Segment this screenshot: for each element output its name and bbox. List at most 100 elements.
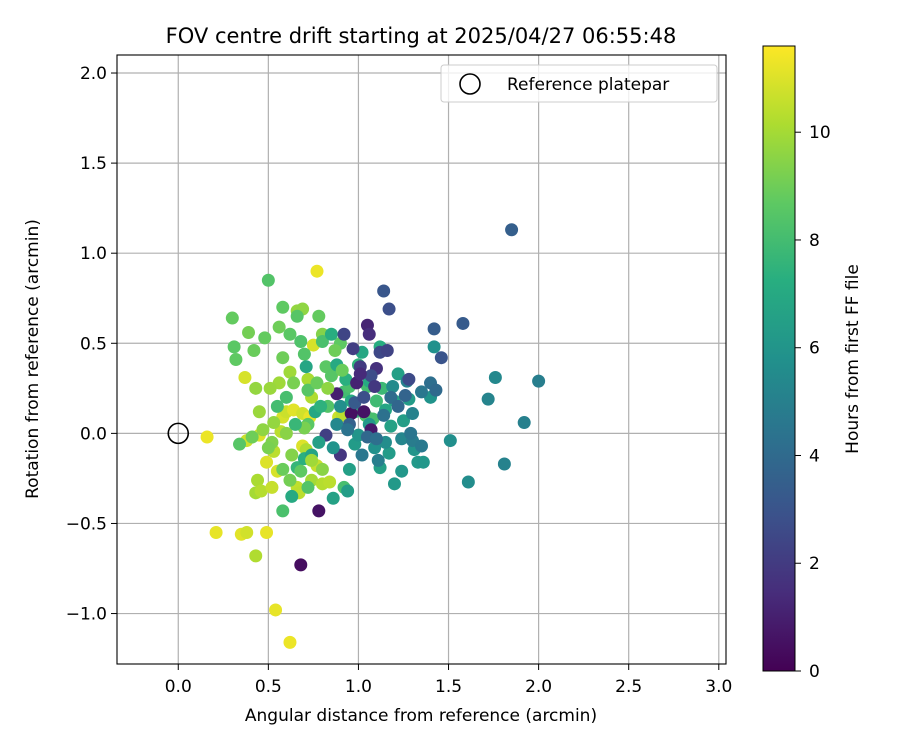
data-point [330, 417, 344, 431]
data-point [324, 369, 338, 383]
x-tick-label: 1.0 [345, 677, 372, 697]
colorbar: 0 2 4 6 8 10 Hours from first FF file [762, 45, 863, 682]
data-point [488, 371, 502, 385]
data-point [333, 399, 347, 413]
data-point [427, 322, 441, 336]
data-point [260, 525, 274, 539]
data-point [310, 264, 324, 278]
data-points [200, 223, 546, 649]
colorbar-tick-label: 4 [809, 446, 820, 466]
data-point [337, 327, 351, 341]
data-point [341, 423, 355, 437]
x-axis-label: Angular distance from reference (arcmin) [245, 706, 597, 726]
data-point [261, 441, 275, 455]
data-point [249, 549, 263, 563]
x-tick-label: 2.0 [525, 677, 552, 697]
data-point [312, 435, 326, 449]
y-axis-label: Rotation from reference (arcmin) [23, 219, 43, 499]
data-point [256, 423, 270, 437]
data-point [369, 394, 383, 408]
data-point [238, 371, 252, 385]
x-tick-label: 0.0 [165, 677, 192, 697]
y-tick-label: 0.0 [80, 424, 107, 444]
data-point [310, 376, 324, 390]
data-point [252, 405, 266, 419]
data-point [283, 327, 297, 341]
data-point [364, 369, 378, 383]
data-point [355, 448, 369, 462]
colorbar-label: Hours from first FF file [843, 264, 863, 454]
data-point [434, 351, 448, 365]
data-point [386, 380, 400, 394]
data-point [276, 504, 290, 518]
x-tick-label: 1.5 [435, 677, 462, 697]
data-point [209, 525, 223, 539]
x-tick-label: 0.5 [255, 677, 282, 697]
data-point [249, 381, 263, 395]
data-point [443, 434, 457, 448]
data-point [384, 390, 398, 404]
data-point [258, 331, 272, 345]
data-point [427, 340, 441, 354]
reference-platepar-point [167, 422, 190, 445]
data-point [254, 484, 268, 498]
data-point [294, 464, 308, 478]
y-tick-label: 2.0 [80, 64, 107, 84]
data-point [326, 441, 340, 455]
data-point [285, 489, 299, 503]
data-point [402, 372, 416, 386]
data-point [301, 480, 315, 494]
data-point [270, 399, 284, 413]
data-point [456, 316, 470, 330]
data-point [497, 457, 511, 471]
data-point [260, 455, 274, 469]
data-point [344, 407, 358, 421]
data-point [312, 504, 326, 518]
y-tick-label: 1.0 [80, 244, 107, 264]
plot-frame [116, 54, 727, 665]
data-point [288, 417, 302, 431]
data-point [269, 603, 283, 617]
data-point [415, 439, 428, 453]
data-point [229, 353, 243, 366]
data-point [227, 340, 241, 354]
data-point [391, 367, 405, 381]
data-point [382, 446, 396, 460]
data-point [301, 383, 315, 397]
data-point [404, 426, 418, 440]
data-point [371, 453, 385, 467]
x-tick-label: 2.5 [615, 677, 642, 697]
data-point [429, 383, 443, 397]
y-tick-label: −0.5 [66, 514, 107, 534]
data-point [396, 414, 410, 428]
data-point [324, 327, 338, 341]
data-point [323, 475, 337, 489]
data-point [279, 426, 293, 440]
data-point [242, 325, 256, 339]
data-point [240, 525, 254, 539]
data-point [382, 302, 396, 316]
legend-marker-icon [459, 73, 481, 95]
y-axis-ticks: −1.0 −0.5 0.0 0.5 1.0 1.5 2.0 [66, 64, 117, 625]
data-point [263, 381, 277, 395]
data-point [335, 363, 349, 377]
data-point [265, 480, 279, 494]
data-point [251, 473, 265, 487]
data-point [283, 365, 297, 379]
grid-lines [117, 55, 726, 664]
data-point [225, 311, 239, 325]
x-tick-label: 3.0 [705, 677, 732, 697]
data-point [405, 407, 419, 421]
data-point [328, 343, 342, 357]
data-point [377, 284, 391, 298]
x-axis-ticks: 0.0 0.5 1.0 1.5 2.0 2.5 3.0 [165, 664, 732, 697]
colorbar-tick-label: 0 [809, 662, 820, 682]
data-point [369, 432, 383, 446]
data-point [353, 367, 367, 381]
data-point [314, 399, 328, 413]
reference-marker [167, 422, 190, 445]
y-tick-label: 0.5 [80, 334, 107, 354]
colorbar-tick-label: 2 [809, 554, 820, 574]
data-point [326, 491, 340, 505]
